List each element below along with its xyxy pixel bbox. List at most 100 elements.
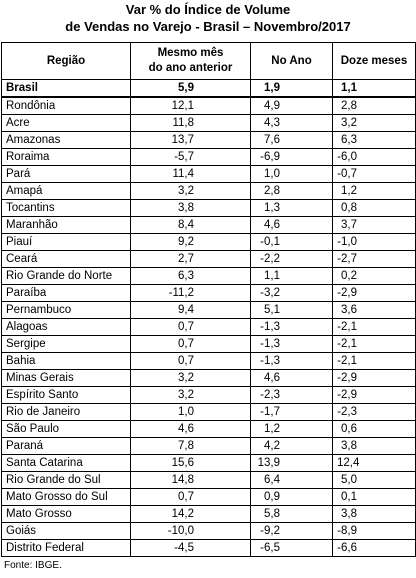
cell-year: 5,8 [250, 505, 333, 523]
cell-twelve-months: 3,2 [332, 114, 416, 132]
cell-region: Distrito Federal [1, 539, 131, 557]
source-note: Fonte: IBGE. [4, 560, 62, 571]
cell-region: São Paulo [1, 420, 131, 438]
cell-twelve-months: 1,1 [332, 79, 416, 98]
cell-twelve-months: -2,1 [332, 318, 416, 336]
table-row: Piauí 9,2 -0,1 -1,0 [1, 233, 416, 251]
table-row: Goiás -10,0 -9,2 -8,9 [1, 522, 416, 540]
cell-twelve-months: -6,6 [332, 539, 416, 557]
table-body: Brasil 5,9 1,9 1,1 Rondônia 12,1 4,9 2,8 Acre 11,… [1, 79, 416, 557]
cell-year: 4,6 [250, 369, 333, 387]
table-row: Paraíba -11,2 -3,2 -2,9 [1, 284, 416, 302]
cell-region: Brasil [1, 79, 131, 98]
cell-same-month: 12,1 [130, 96, 251, 115]
cell-twelve-months: -2,1 [332, 335, 416, 353]
cell-twelve-months: -2,9 [332, 386, 416, 404]
header-region: Região [1, 42, 131, 80]
cell-twelve-months: 3,8 [332, 505, 416, 523]
table-row: Espírito Santo 3,2 -2,3 -2,9 [1, 386, 416, 404]
table-row: Maranhão 8,4 4,6 3,7 [1, 216, 416, 234]
cell-region: Rio de Janeiro [1, 403, 131, 421]
cell-region: Rio Grande do Sul [1, 471, 131, 489]
cell-year: 13,9 [250, 454, 333, 472]
cell-region: Amapá [1, 182, 131, 200]
cell-region: Amazonas [1, 131, 131, 149]
cell-region: Goiás [1, 522, 131, 540]
header-twelve-months: Doze meses [332, 42, 416, 80]
title-line-1: Var % do Índice de Volume [125, 2, 291, 17]
cell-same-month: 4,6 [130, 420, 251, 438]
cell-year: 6,4 [250, 471, 333, 489]
cell-year: 4,3 [250, 114, 333, 132]
cell-same-month: 9,4 [130, 301, 251, 319]
cell-same-month: 9,2 [130, 233, 251, 251]
cell-region: Paraná [1, 437, 131, 455]
cell-year: -3,2 [250, 284, 333, 302]
cell-same-month: -10,0 [130, 522, 251, 540]
cell-region: Pará [1, 165, 131, 183]
table-row: Mato Grosso 14,2 5,8 3,8 [1, 505, 416, 523]
cell-year: 1,0 [250, 165, 333, 183]
cell-twelve-months: -6,0 [332, 148, 416, 166]
cell-same-month: 11,8 [130, 114, 251, 132]
table-row: Amazonas 13,7 7,6 6,3 [1, 131, 416, 149]
cell-region: Minas Gerais [1, 369, 131, 387]
table-row: Pará 11,4 1,0 -0,7 [1, 165, 416, 183]
cell-same-month: 0,7 [130, 488, 251, 506]
cell-twelve-months: -2,3 [332, 403, 416, 421]
cell-twelve-months: 0,2 [332, 267, 416, 285]
cell-same-month: -11,2 [130, 284, 251, 302]
table-row: Pernambuco 9,4 5,1 3,6 [1, 301, 416, 319]
table-row: Amapá 3,2 2,8 1,2 [1, 182, 416, 200]
cell-twelve-months: 3,6 [332, 301, 416, 319]
table-row: São Paulo 4,6 1,2 0,6 [1, 420, 416, 438]
cell-region: Bahia [1, 352, 131, 370]
cell-year: 1,2 [250, 420, 333, 438]
cell-same-month: 5,9 [130, 79, 251, 98]
cell-twelve-months: -1,0 [332, 233, 416, 251]
cell-region: Mato Grosso [1, 505, 131, 523]
cell-same-month: -4,5 [130, 539, 251, 557]
cell-year: -1,3 [250, 352, 333, 370]
cell-region: Piauí [1, 233, 131, 251]
table-row: Rondônia 12,1 4,9 2,8 [1, 96, 416, 115]
cell-year: -2,3 [250, 386, 333, 404]
cell-twelve-months: -8,9 [332, 522, 416, 540]
cell-region: Ceará [1, 250, 131, 268]
cell-region: Rio Grande do Norte [1, 267, 131, 285]
table-row: Sergipe 0,7 -1,3 -2,1 [1, 335, 416, 353]
cell-same-month: 0,7 [130, 335, 251, 353]
cell-twelve-months: -0,7 [332, 165, 416, 183]
header-same-month-line-2: do ano anterior [148, 62, 233, 74]
cell-same-month: 7,8 [130, 437, 251, 455]
table-row: Rio Grande do Sul 14,8 6,4 5,0 [1, 471, 416, 489]
table-row: Rio de Janeiro 1,0 -1,7 -2,3 [1, 403, 416, 421]
cell-twelve-months: 6,3 [332, 131, 416, 149]
table-row: Rio Grande do Norte 6,3 1,1 0,2 [1, 267, 416, 285]
table-row: Paraná 7,8 4,2 3,8 [1, 437, 416, 455]
cell-year: -6,9 [250, 148, 333, 166]
cell-twelve-months: 5,0 [332, 471, 416, 489]
cell-twelve-months: -2,7 [332, 250, 416, 268]
cell-twelve-months: -2,1 [332, 352, 416, 370]
cell-region: Roraima [1, 148, 131, 166]
table-row: Mato Grosso do Sul 0,7 0,9 0,1 [1, 488, 416, 506]
cell-region: Paraíba [1, 284, 131, 302]
retail-sales-table: Região Mesmo mês do ano anterior No Ano … [1, 42, 416, 557]
table-header-row: Região Mesmo mês do ano anterior No Ano … [1, 42, 416, 80]
cell-year: -0,1 [250, 233, 333, 251]
cell-twelve-months: 1,2 [332, 182, 416, 200]
cell-region: Tocantins [1, 199, 131, 217]
cell-year: -2,2 [250, 250, 333, 268]
cell-same-month: 0,7 [130, 352, 251, 370]
cell-same-month: 3,2 [130, 369, 251, 387]
cell-twelve-months: -2,9 [332, 284, 416, 302]
cell-same-month: 6,3 [130, 267, 251, 285]
table-row: Acre 11,8 4,3 3,2 [1, 114, 416, 132]
cell-twelve-months: 2,8 [332, 96, 416, 115]
cell-year: 4,2 [250, 437, 333, 455]
cell-year: 0,9 [250, 488, 333, 506]
cell-same-month: 14,8 [130, 471, 251, 489]
table-row: Alagoas 0,7 -1,3 -2,1 [1, 318, 416, 336]
table-row: Minas Gerais 3,2 4,6 -2,9 [1, 369, 416, 387]
